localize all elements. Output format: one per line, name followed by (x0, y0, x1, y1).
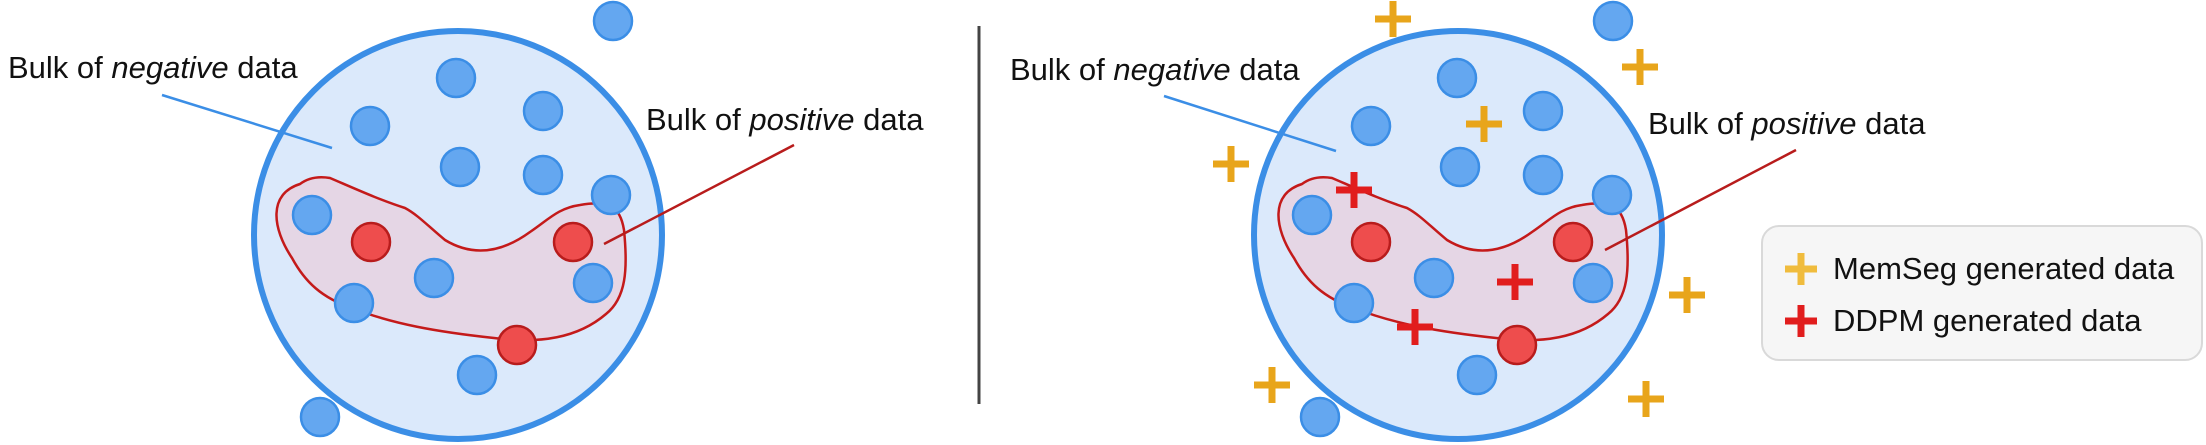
left-negative-label: Bulk of negative data (8, 50, 298, 85)
negative-label-leader (161, 93, 333, 150)
blue-point (522, 90, 564, 132)
plus-icon-red (1785, 305, 1817, 337)
legend: MemSeg generated data DDPM generated dat… (1761, 225, 2203, 361)
blue-point (522, 154, 564, 196)
blue-point (299, 396, 341, 438)
positive-label-leader (1604, 148, 1797, 252)
ddpm-plus-icon (1336, 172, 1372, 208)
blue-point (1572, 262, 1614, 304)
blue-point (1522, 90, 1564, 132)
blue-point (291, 194, 333, 236)
blue-point (1439, 146, 1481, 188)
right-blue-points (1291, 0, 1634, 438)
blue-point (349, 105, 391, 147)
legend-label-ddpm: DDPM generated data (1833, 303, 2142, 338)
left-red-points (350, 221, 594, 366)
blue-point (592, 0, 634, 42)
plus-icon-orange (1785, 253, 1817, 285)
legend-item-ddpm: DDPM generated data (1783, 301, 2141, 341)
red-point (1496, 324, 1538, 366)
memseg-plus-icon (1466, 106, 1502, 142)
memseg-plus-icon (1669, 277, 1705, 313)
memseg-generated-points (1213, 1, 1705, 417)
blue-point (413, 257, 455, 299)
ddpm-plus-icon (1397, 309, 1433, 345)
blue-point (1436, 57, 1478, 99)
red-point (1552, 221, 1594, 263)
memseg-plus-icon (1628, 381, 1664, 417)
blue-point (1591, 174, 1633, 216)
positive-label-leader (603, 143, 795, 246)
blue-point (590, 174, 632, 216)
memseg-plus-icon (1622, 49, 1658, 85)
blue-point (439, 146, 481, 188)
blue-point (1592, 0, 1634, 42)
blue-point (1350, 105, 1392, 147)
negative-label-leader (1163, 94, 1337, 153)
red-point (552, 221, 594, 263)
blue-point (333, 282, 375, 324)
blue-point (456, 354, 498, 396)
red-point (1350, 221, 1392, 263)
blue-point (572, 262, 614, 304)
left-panel (161, 0, 795, 442)
memseg-plus-icon (1213, 146, 1249, 182)
left-blue-points (291, 0, 634, 438)
memseg-plus-icon (1375, 1, 1411, 37)
right-red-points (1350, 221, 1594, 366)
right-panel (1163, 0, 1797, 442)
ddpm-generated-points (1336, 172, 1533, 345)
blue-point (1456, 354, 1498, 396)
blue-point (1291, 194, 1333, 236)
memseg-plus-icon (1254, 367, 1290, 403)
legend-label-memseg: MemSeg generated data (1833, 251, 2175, 286)
blue-point (1413, 257, 1455, 299)
red-point (496, 324, 538, 366)
ddpm-plus-icon (1497, 264, 1533, 300)
right-positive-label: Bulk of positive data (1648, 106, 1926, 141)
blue-point (1299, 396, 1341, 438)
red-point (350, 221, 392, 263)
left-positive-label: Bulk of positive data (646, 102, 924, 137)
right-negative-label: Bulk of negative data (1010, 52, 1300, 87)
blue-point (1333, 282, 1375, 324)
legend-item-memseg: MemSeg generated data (1783, 249, 2174, 289)
blue-point (435, 57, 477, 99)
blue-point (1522, 154, 1564, 196)
